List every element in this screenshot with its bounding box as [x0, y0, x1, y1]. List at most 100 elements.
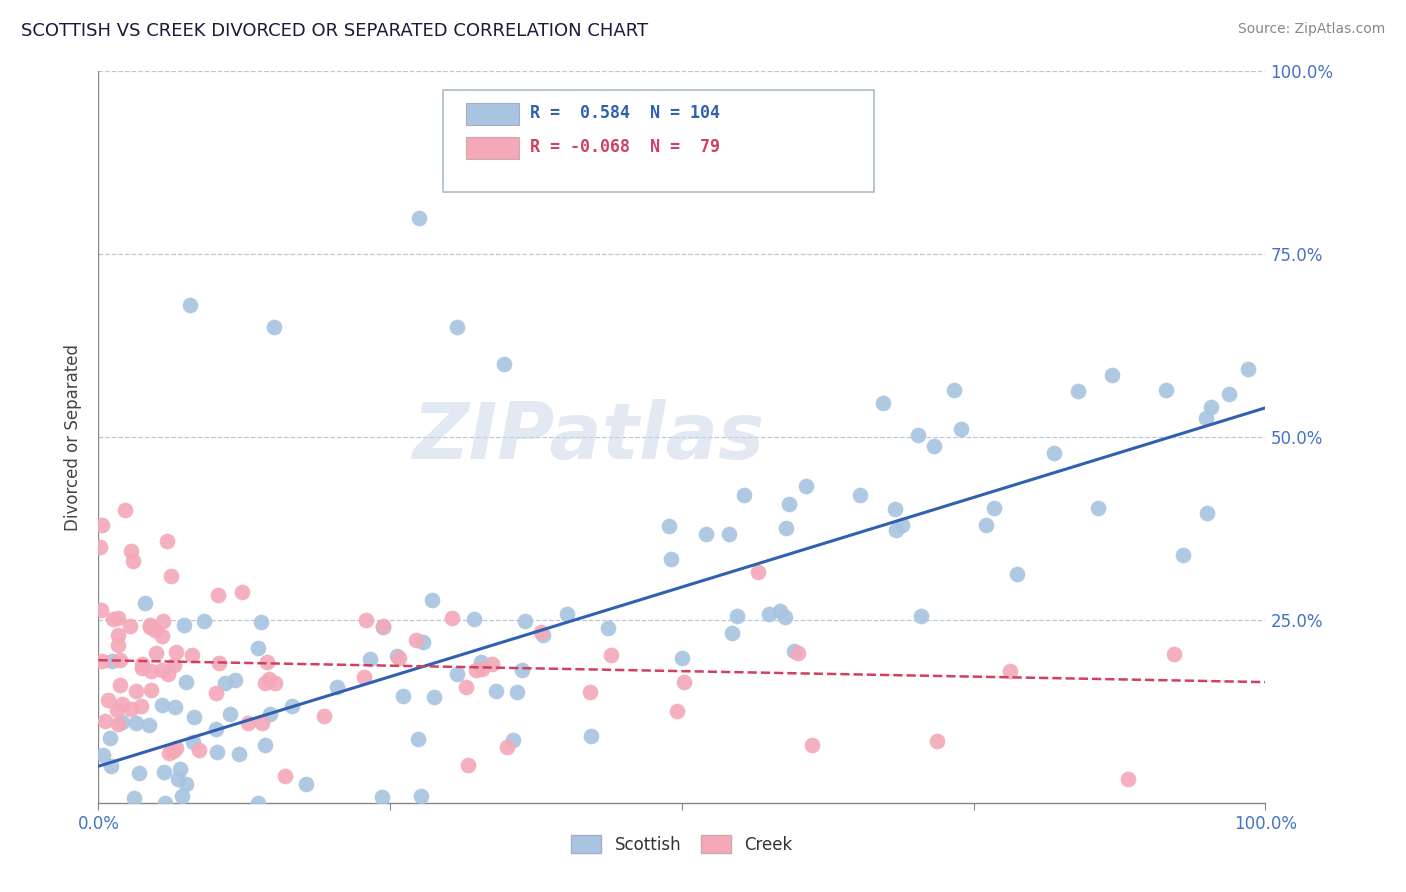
- Point: [1163, 648, 1185, 662]
- Point: [246, 796, 269, 810]
- Point: [454, 680, 477, 694]
- Point: [250, 715, 273, 730]
- Point: [156, 534, 179, 549]
- Point: [600, 648, 623, 662]
- Point: [150, 663, 173, 677]
- Point: [392, 690, 415, 704]
- Point: [506, 685, 529, 699]
- Point: [101, 655, 124, 669]
- Point: [775, 521, 797, 535]
- Point: [174, 777, 197, 791]
- Point: [263, 675, 285, 690]
- Point: [312, 709, 335, 723]
- Point: [388, 651, 411, 665]
- Point: [205, 686, 228, 700]
- Point: [1005, 567, 1028, 582]
- Point: [129, 699, 152, 714]
- Point: [658, 519, 681, 533]
- Point: [254, 676, 277, 690]
- Point: [143, 623, 166, 637]
- Point: [1118, 772, 1140, 787]
- Point: [782, 644, 804, 658]
- Point: [138, 620, 160, 634]
- Point: [925, 733, 948, 747]
- Point: [778, 497, 800, 511]
- Point: [281, 698, 304, 713]
- Point: [531, 628, 554, 642]
- Text: Source: ZipAtlas.com: Source: ZipAtlas.com: [1237, 22, 1385, 37]
- Point: [596, 621, 619, 635]
- Text: R = -0.068  N =  79: R = -0.068 N = 79: [530, 138, 720, 156]
- Bar: [465, 103, 519, 125]
- Point: [193, 614, 215, 628]
- Point: [1218, 386, 1240, 401]
- Point: [134, 596, 156, 610]
- Point: [120, 702, 142, 716]
- Point: [463, 612, 485, 626]
- Point: [423, 690, 446, 705]
- Text: ZIPatlas: ZIPatlas: [412, 399, 765, 475]
- Point: [111, 697, 134, 711]
- Point: [720, 626, 742, 640]
- Legend: Scottish, Creek: Scottish, Creek: [564, 829, 800, 860]
- Point: [665, 705, 688, 719]
- Point: [125, 715, 148, 730]
- Point: [152, 698, 174, 712]
- Point: [98, 731, 121, 745]
- Point: [294, 777, 316, 791]
- Point: [218, 706, 240, 721]
- Point: [165, 645, 187, 659]
- Point: [910, 609, 932, 624]
- Point: [1087, 501, 1109, 516]
- Point: [411, 789, 433, 803]
- Point: [446, 320, 468, 334]
- Point: [152, 614, 174, 628]
- Point: [1199, 400, 1222, 414]
- Text: SCOTTISH VS CREEK DIVORCED OR SEPARATED CORRELATION CHART: SCOTTISH VS CREEK DIVORCED OR SEPARATED …: [21, 22, 648, 40]
- Point: [796, 479, 818, 493]
- Point: [671, 650, 693, 665]
- Point: [907, 428, 929, 442]
- Point: [124, 790, 146, 805]
- Point: [169, 762, 191, 776]
- Point: [165, 699, 187, 714]
- Point: [120, 544, 142, 558]
- Point: [150, 629, 173, 643]
- Point: [733, 488, 755, 502]
- Point: [207, 745, 229, 759]
- Point: [228, 747, 250, 761]
- Point: [515, 615, 537, 629]
- Point: [187, 743, 209, 757]
- Point: [883, 502, 905, 516]
- Point: [801, 738, 824, 752]
- Point: [107, 611, 129, 625]
- Point: [153, 796, 176, 810]
- Point: [373, 620, 395, 634]
- Point: [111, 714, 134, 729]
- Point: [922, 439, 945, 453]
- Point: [695, 526, 717, 541]
- Point: [181, 735, 204, 749]
- Point: [108, 678, 131, 692]
- Point: [1197, 506, 1219, 520]
- Point: [253, 739, 276, 753]
- Point: [231, 584, 253, 599]
- Point: [510, 663, 533, 677]
- Point: [183, 710, 205, 724]
- Point: [717, 527, 740, 541]
- Point: [943, 384, 966, 398]
- Point: [259, 707, 281, 722]
- Point: [105, 702, 128, 716]
- Point: [107, 717, 129, 731]
- Point: [163, 657, 186, 672]
- Point: [208, 656, 231, 670]
- Point: [257, 672, 280, 686]
- Point: [114, 503, 136, 517]
- Y-axis label: Divorced or Separated: Divorced or Separated: [65, 343, 83, 531]
- Point: [891, 518, 914, 533]
- Point: [90, 517, 112, 532]
- Point: [156, 666, 179, 681]
- Point: [263, 320, 285, 334]
- Point: [236, 716, 259, 731]
- Point: [408, 211, 430, 225]
